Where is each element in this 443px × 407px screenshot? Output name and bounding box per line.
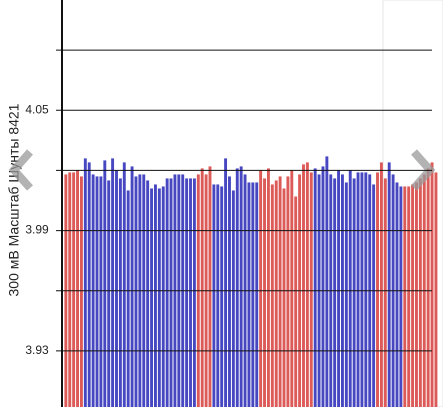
bar — [118, 178, 122, 407]
bar — [157, 188, 161, 407]
bar — [72, 172, 76, 407]
bar — [344, 182, 348, 407]
bar — [115, 170, 118, 407]
bar — [224, 158, 228, 407]
bar — [305, 162, 309, 407]
bar — [325, 156, 329, 407]
y-tick-label: 3.93 — [25, 343, 49, 357]
bar — [200, 168, 204, 407]
bar — [415, 182, 418, 407]
bar — [270, 184, 274, 407]
bar — [418, 178, 422, 407]
prev-arrow[interactable] — [8, 149, 33, 191]
bar — [426, 168, 430, 407]
bar — [356, 172, 360, 407]
bar — [286, 176, 290, 407]
bar — [122, 162, 126, 407]
y-tick-label: 3.99 — [25, 223, 49, 237]
bar — [76, 170, 79, 407]
bar — [192, 178, 196, 407]
bar — [247, 182, 251, 407]
bar — [154, 184, 157, 407]
bar — [337, 170, 341, 407]
bar — [161, 186, 165, 407]
bar — [107, 180, 111, 407]
bar — [434, 172, 438, 407]
bar — [99, 176, 103, 407]
bar — [231, 190, 235, 407]
bar — [376, 172, 379, 407]
bar — [302, 164, 305, 407]
bar — [150, 188, 154, 407]
bar — [333, 178, 337, 407]
bar — [364, 172, 368, 407]
bar — [189, 178, 192, 407]
bar — [111, 158, 115, 407]
bar — [383, 178, 387, 407]
bar — [403, 186, 407, 407]
panel-edge — [382, 0, 443, 407]
bar — [255, 182, 259, 407]
bar — [290, 170, 294, 407]
bar — [387, 162, 391, 407]
bar — [395, 182, 399, 407]
bar — [313, 168, 317, 407]
bar — [263, 178, 266, 407]
bar — [185, 178, 189, 407]
bar — [68, 172, 72, 407]
bar — [309, 172, 313, 407]
bar — [407, 186, 411, 407]
bar — [220, 186, 224, 407]
bar — [212, 184, 216, 407]
bar — [360, 172, 364, 407]
plot — [64, 156, 438, 407]
bar — [266, 168, 270, 407]
bar — [134, 176, 138, 407]
bar — [282, 188, 286, 407]
bar — [379, 162, 383, 407]
y-axis-label: 300 мВ Масштаб Шунты 8421 — [6, 103, 22, 296]
bar — [352, 178, 356, 407]
bar — [251, 182, 255, 407]
bar — [208, 166, 212, 407]
bar — [169, 178, 173, 407]
bar — [259, 170, 263, 407]
y-tick-label: 4.05 — [25, 102, 49, 116]
bar — [321, 166, 325, 407]
bar — [294, 196, 298, 407]
bar — [411, 184, 415, 407]
bar — [430, 162, 434, 407]
bar — [228, 176, 231, 407]
bar — [239, 166, 243, 407]
bar — [146, 180, 150, 407]
bar — [126, 190, 130, 407]
bar — [165, 178, 169, 407]
bar — [274, 180, 278, 407]
bar — [130, 166, 134, 407]
bar — [278, 176, 282, 407]
bar — [235, 168, 239, 407]
bar — [348, 170, 352, 407]
bar — [95, 176, 99, 407]
bar — [372, 184, 376, 407]
bar — [216, 184, 220, 407]
bar — [79, 176, 83, 407]
bar — [103, 160, 107, 407]
bar — [399, 186, 403, 407]
bar — [87, 162, 91, 407]
bar — [83, 158, 87, 407]
